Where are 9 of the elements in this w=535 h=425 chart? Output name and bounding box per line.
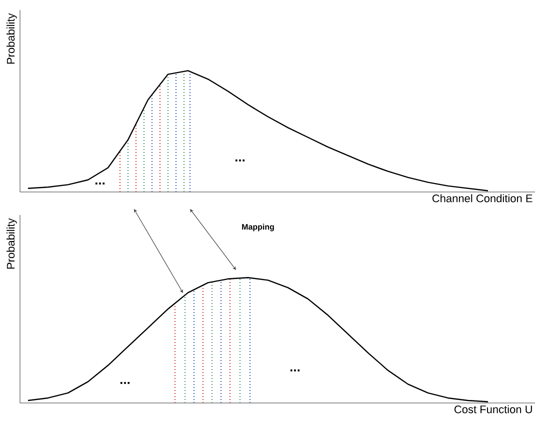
annotation: ... (95, 182, 105, 184)
x-axis-title: Cost Function U (454, 405, 532, 414)
annotation: ... (290, 369, 300, 372)
annotation: ... (235, 159, 245, 162)
y-axis-title: Probability (6, 13, 17, 64)
text: Mapping (242, 224, 274, 232)
annotation: ... (120, 382, 130, 384)
x-axis-title: Channel Condition E (432, 194, 532, 202)
y-axis-title: Probability (6, 218, 17, 269)
